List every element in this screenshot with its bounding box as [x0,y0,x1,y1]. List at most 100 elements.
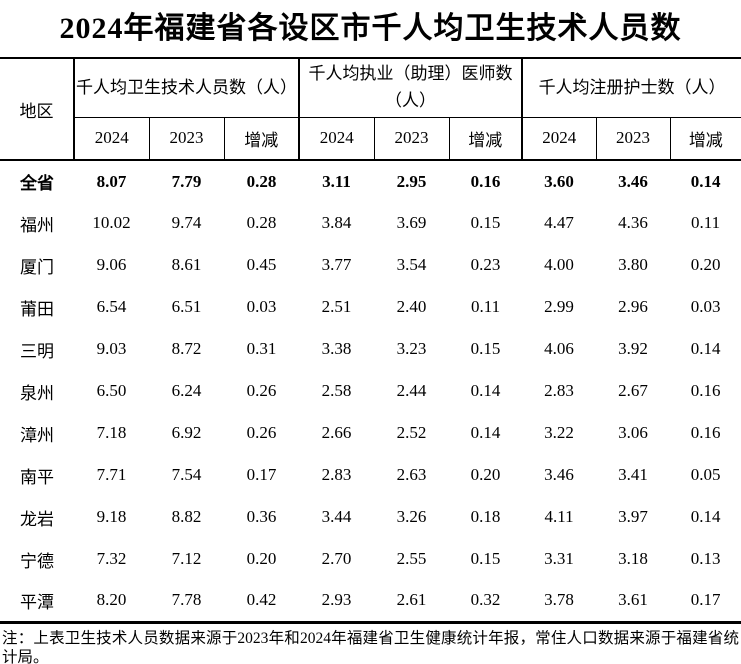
region-cell: 泉州 [20,383,54,403]
value-cell: 0.15 [470,339,501,358]
table-row: 平潭 8.20 7.78 0.42 2.93 2.61 0.32 3.78 3.61 0.17 [0,580,741,622]
value-cell: 0.17 [246,465,277,484]
value-cell: 2.52 [396,423,427,442]
value-cell: 7.18 [96,423,127,442]
value-cell: 0.20 [470,465,501,484]
value-cell: 2.99 [544,297,574,316]
value-cell: 0.14 [690,171,721,191]
value-cell: 0.03 [690,297,721,316]
value-cell: 0.20 [690,255,721,274]
value-cell: 7.79 [171,171,202,191]
value-cell: 7.12 [171,549,202,568]
header-sub-row: 2024 2023 增减 2024 2023 增减 2024 2023 增减 [0,117,741,160]
value-cell: 3.06 [618,423,648,442]
table-header: 地区 千人均卫生技术人员数（人） 千人均执业（助理）医师数（人） 千人均注册护士… [0,58,741,160]
value-cell: 3.92 [618,339,648,358]
value-cell: 0.31 [246,339,277,358]
value-cell: 3.61 [618,590,648,610]
value-cell: 6.51 [171,297,202,316]
value-cell: 2.83 [544,381,574,400]
value-cell: 7.32 [96,549,127,568]
table-row: 厦门 9.06 8.61 0.45 3.77 3.54 0.23 4.00 3.80 0.20 [0,244,741,286]
value-cell: 0.14 [470,423,501,442]
table-row: 全省 8.07 7.79 0.28 3.11 2.95 0.16 3.60 3.46 0.14 [0,160,741,202]
region-cell: 漳州 [20,425,54,445]
value-cell: 3.84 [321,213,352,232]
subheader-2024: 2024 [522,117,597,160]
table-row: 三明 9.03 8.72 0.31 3.38 3.23 0.15 4.06 3.92 0.14 [0,328,741,370]
value-cell: 0.32 [470,590,501,610]
value-cell: 9.06 [96,255,127,274]
column-header-region: 地区 [0,58,75,160]
value-cell: 2.61 [396,590,427,610]
value-cell: 0.16 [470,171,501,191]
value-cell: 3.97 [618,507,648,526]
source-note: 注：上表卫生技术人员数据来源于2023年和2024年福建省卫生健康统计年报，常住… [2,629,739,664]
value-cell: 0.18 [470,507,501,526]
value-cell: 2.55 [396,549,427,568]
region-cell: 全省 [20,174,54,193]
value-cell: 2.93 [321,590,352,610]
value-cell: 3.77 [321,255,352,274]
value-cell: 2.66 [321,423,352,442]
region-cell: 平潭 [20,592,54,612]
value-cell: 7.54 [171,465,202,484]
value-cell: 6.54 [96,297,127,316]
value-cell: 10.02 [92,213,131,232]
value-cell: 2.67 [618,381,648,400]
value-cell: 4.06 [544,339,574,358]
value-cell: 0.26 [246,381,277,400]
value-cell: 3.78 [544,590,574,610]
subheader-2024: 2024 [299,117,375,160]
value-cell: 8.82 [171,507,202,526]
value-cell: 0.23 [470,255,501,274]
value-cell: 0.03 [246,297,277,316]
value-cell: 6.50 [96,381,127,400]
region-cell: 厦门 [20,257,54,277]
value-cell: 0.14 [690,339,721,358]
value-cell: 7.71 [96,465,127,484]
value-cell: 4.36 [618,213,648,232]
table-body: 全省 8.07 7.79 0.28 3.11 2.95 0.16 3.60 3.46 0.14 福州… [0,160,741,622]
region-cell: 三明 [20,341,54,361]
column-group-health-technicians: 千人均卫生技术人员数（人） [74,58,301,118]
subheader-change: 增减 [224,117,301,160]
value-cell: 0.11 [691,213,721,232]
region-cell: 南平 [20,467,54,487]
value-cell: 2.40 [396,297,427,316]
value-cell: 2.83 [321,465,352,484]
value-cell: 3.18 [618,549,648,568]
value-cell: 0.28 [246,171,277,191]
value-cell: 0.20 [246,549,277,568]
table-row: 福州 10.02 9.74 0.28 3.84 3.69 0.15 4.47 4.36 0.11 [0,202,741,244]
value-cell: 0.13 [690,549,721,568]
region-cell: 福州 [20,215,54,235]
value-cell: 0.16 [690,423,721,442]
subheader-2023: 2023 [374,117,450,160]
table-row: 南平 7.71 7.54 0.17 2.83 2.63 0.20 3.46 3.41 0.05 [0,454,741,496]
value-cell: 8.20 [96,590,127,610]
value-cell: 3.23 [396,339,427,358]
value-cell: 3.11 [322,171,351,191]
value-cell: 0.14 [690,507,721,526]
value-cell: 3.69 [396,213,427,232]
value-cell: 3.46 [544,465,574,484]
value-cell: 0.15 [470,213,501,232]
value-cell: 4.47 [544,213,574,232]
value-cell: 0.42 [246,590,277,610]
value-cell: 3.46 [618,171,648,191]
value-cell: 3.38 [321,339,352,358]
value-cell: 3.60 [544,171,574,191]
value-cell: 4.11 [544,507,574,526]
value-cell: 0.45 [246,255,277,274]
value-cell: 3.44 [321,507,352,526]
value-cell: 2.44 [396,381,427,400]
value-cell: 3.22 [544,423,574,442]
table-row: 龙岩 9.18 8.82 0.36 3.44 3.26 0.18 4.11 3.97 0.14 [0,496,741,538]
value-cell: 0.28 [246,213,277,232]
value-cell: 3.80 [618,255,648,274]
value-cell: 0.05 [690,465,721,484]
header-group-row: 地区 千人均卫生技术人员数（人） 千人均执业（助理）医师数（人） 千人均注册护士… [0,58,741,160]
value-cell: 0.11 [470,297,501,316]
